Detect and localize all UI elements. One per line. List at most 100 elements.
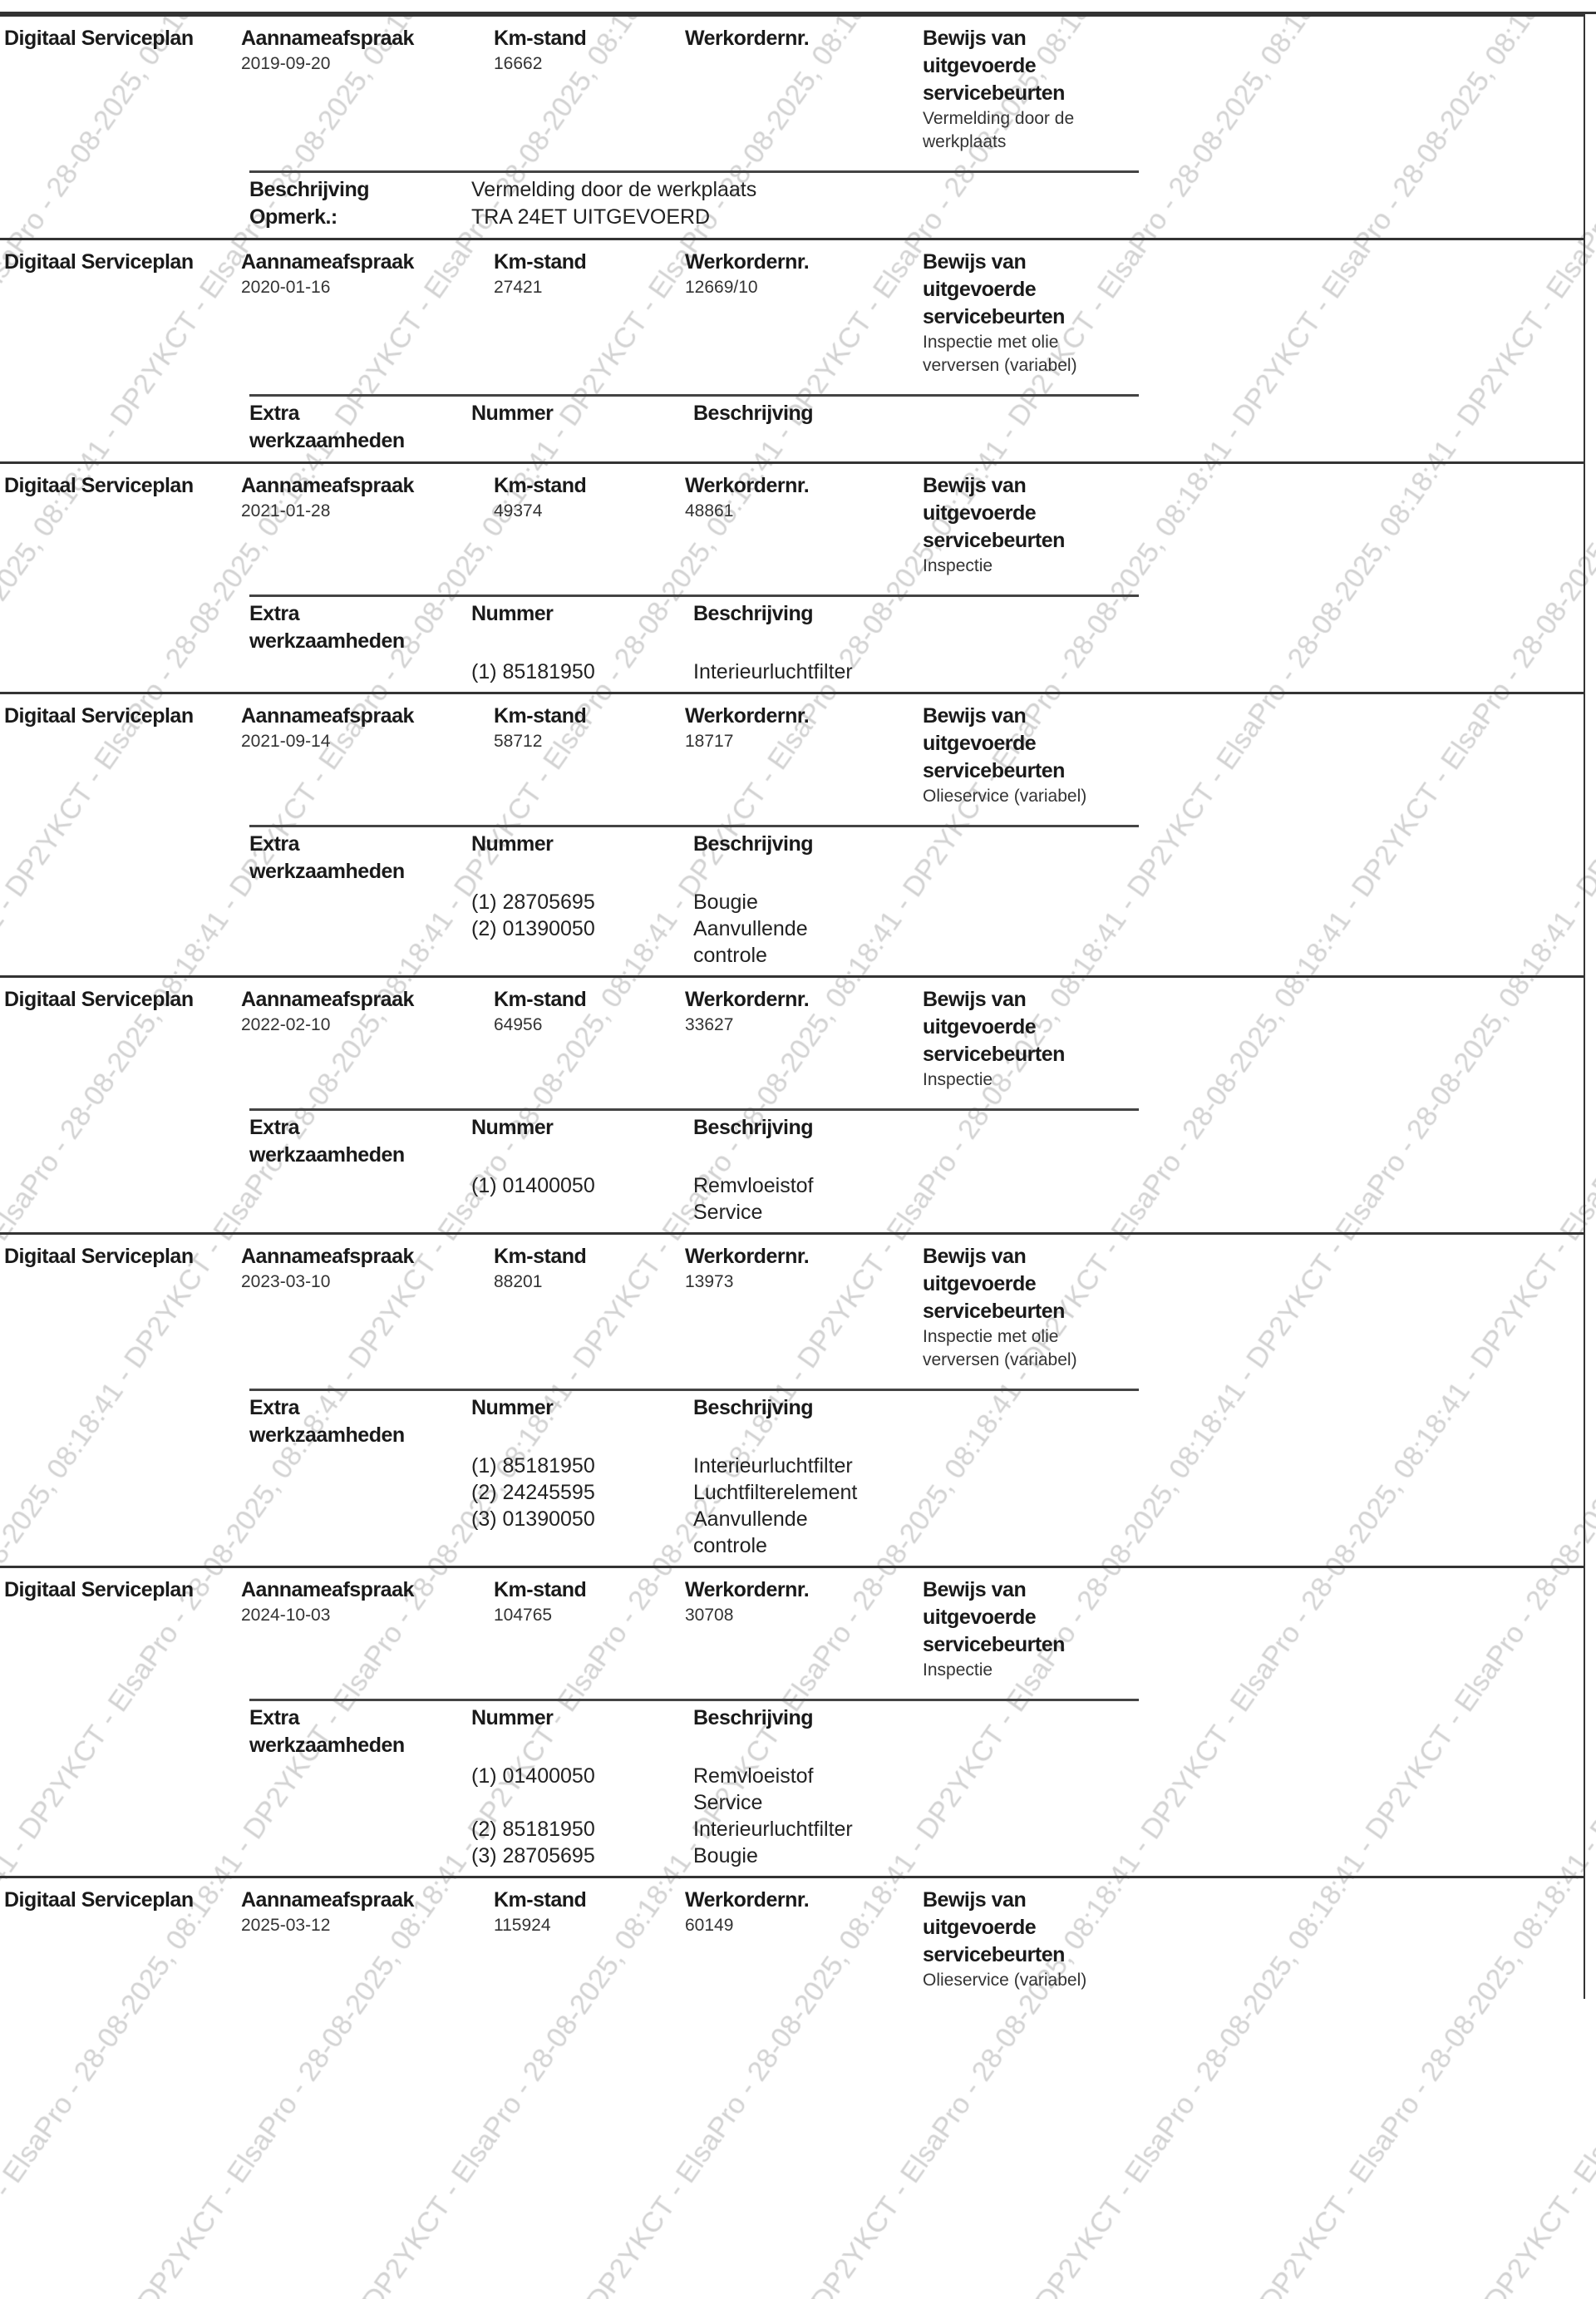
item-description-line: Bougie bbox=[693, 890, 758, 914]
km-column: Km-stand 88201 bbox=[494, 1243, 685, 1372]
extra-work-header: Extra werkzaamheden Nummer Beschrijving bbox=[249, 1394, 1139, 1449]
date-label: Aannameafspraak bbox=[241, 1888, 414, 1912]
plan-column: Digitaal Serviceplan bbox=[0, 472, 241, 578]
order-label: Werkordernr. bbox=[685, 704, 810, 728]
item-description-line: Remvloeistof bbox=[693, 1764, 814, 1788]
order-column: Werkordernr. 13973 bbox=[685, 1243, 923, 1372]
description-label: Beschrijving bbox=[693, 402, 814, 425]
proof-label: uitgevoerde bbox=[923, 278, 1037, 301]
extra-work-item: (2) 85181950 Interieurluchtfilter bbox=[249, 1816, 1139, 1843]
extra-label: werkzaamheden bbox=[249, 860, 405, 883]
plan-label: Digitaal Serviceplan bbox=[4, 250, 194, 274]
order-column: Werkordernr. 60149 bbox=[685, 1887, 923, 1992]
proof-column: Bewijs van uitgevoerde servicebeurten Inspe… bbox=[923, 472, 1197, 578]
spacer bbox=[249, 1763, 471, 1816]
date-label: Aannameafspraak bbox=[241, 250, 414, 274]
date-column: Aannameafspraak 2024-10-03 bbox=[241, 1576, 494, 1682]
service-record: Digitaal Serviceplan Aannameafspraak 2024-… bbox=[0, 1566, 1584, 1876]
proof-value: Inspectie met olie bbox=[923, 333, 1059, 352]
plan-column: Digitaal Serviceplan bbox=[0, 249, 241, 377]
plan-column: Digitaal Serviceplan bbox=[0, 25, 241, 154]
item-number: (1) 28705695 bbox=[471, 890, 595, 914]
item-description: Remvloeistof Service bbox=[693, 1172, 1026, 1226]
km-value: 115924 bbox=[494, 1916, 551, 1935]
extra-work-list: (1) 28705695 Bougie (2) 01390050 Aanvullend… bbox=[249, 889, 1139, 969]
item-description-line: Interieurluchtfilter bbox=[693, 660, 853, 683]
proof-label: servicebeurten bbox=[923, 1633, 1065, 1656]
proof-value: verversen (variabel) bbox=[923, 1350, 1077, 1369]
date-label: Aannameafspraak bbox=[241, 988, 414, 1011]
description-label: Beschrijving bbox=[693, 1116, 814, 1139]
item-description-line: Aanvullende bbox=[693, 917, 808, 940]
item-description-line: Interieurluchtfilter bbox=[693, 1454, 853, 1478]
item-description: Interieurluchtfilter bbox=[693, 1453, 1026, 1479]
km-column: Km-stand 16662 bbox=[494, 25, 685, 154]
spacer bbox=[249, 889, 471, 915]
extra-label: Extra bbox=[249, 1396, 300, 1419]
number-label: Nummer bbox=[471, 832, 554, 856]
service-record: Digitaal Serviceplan Aannameafspraak 2019-… bbox=[0, 14, 1584, 238]
proof-label: uitgevoerde bbox=[923, 501, 1037, 525]
plan-label: Digitaal Serviceplan bbox=[4, 704, 194, 728]
order-column: Werkordernr. 33627 bbox=[685, 986, 923, 1092]
order-column: Werkordernr. 18717 bbox=[685, 703, 923, 808]
plan-label: Digitaal Serviceplan bbox=[4, 474, 194, 497]
km-value: 104765 bbox=[494, 1606, 553, 1625]
description-row: Beschrijving Vermelding door de werkplaat… bbox=[249, 176, 1139, 204]
extra-label: Extra bbox=[249, 402, 300, 425]
spacer bbox=[249, 1453, 471, 1479]
item-description: Bougie bbox=[693, 889, 1026, 915]
km-label: Km-stand bbox=[494, 1578, 587, 1601]
number-label: Nummer bbox=[471, 1706, 554, 1729]
item-description-line: Bougie bbox=[693, 1844, 758, 1867]
record-header: Digitaal Serviceplan Aannameafspraak 2020-… bbox=[0, 249, 1584, 377]
proof-value: Inspectie bbox=[923, 556, 993, 575]
extra-label-cell: Extra werkzaamheden bbox=[249, 1114, 471, 1169]
proof-label: Bewijs van bbox=[923, 27, 1027, 50]
item-number: (1) 01400050 bbox=[471, 1174, 595, 1197]
item-description: Interieurluchtfilter bbox=[693, 1816, 1026, 1843]
km-label: Km-stand bbox=[494, 704, 587, 728]
extra-work-list: (1) 85181950 Interieurluchtfilter bbox=[249, 659, 1139, 685]
extra-work-section: Extra werkzaamheden Nummer Beschrijving bbox=[249, 394, 1139, 455]
extra-work-item: (3) 28705695 Bougie bbox=[249, 1843, 1139, 1869]
item-description-line: Luchtfilterelement bbox=[693, 1481, 858, 1504]
item-description-line: Aanvullende bbox=[693, 1507, 808, 1531]
number-label: Nummer bbox=[471, 602, 554, 625]
extra-work-item: (2) 01390050 Aanvullende controle bbox=[249, 915, 1139, 969]
spacer bbox=[249, 1172, 471, 1226]
remark-row: Opmerk.: TRA 24ET UITGEVOERD bbox=[249, 204, 1139, 231]
remarks-section: Beschrijving Vermelding door de werkplaat… bbox=[249, 170, 1139, 231]
proof-label: servicebeurten bbox=[923, 305, 1065, 328]
proof-label: Bewijs van bbox=[923, 1245, 1027, 1268]
km-column: Km-stand 27421 bbox=[494, 249, 685, 377]
item-number: (1) 01400050 bbox=[471, 1764, 595, 1788]
plan-label: Digitaal Serviceplan bbox=[4, 1888, 194, 1912]
proof-label: servicebeurten bbox=[923, 81, 1065, 105]
date-column: Aannameafspraak 2022-02-10 bbox=[241, 986, 494, 1092]
item-number: (2) 24245595 bbox=[471, 1481, 595, 1504]
date-column: Aannameafspraak 2019-09-20 bbox=[241, 25, 494, 154]
remark-label: Opmerk.: bbox=[249, 205, 337, 229]
extra-work-header: Extra werkzaamheden Nummer Beschrijving bbox=[249, 400, 1139, 455]
extra-work-item: (2) 24245595 Luchtfilterelement bbox=[249, 1479, 1139, 1506]
description-label: Beschrijving bbox=[693, 602, 814, 625]
extra-work-section: Extra werkzaamheden Nummer Beschrijving (1) … bbox=[249, 1699, 1139, 1869]
extra-work-header: Extra werkzaamheden Nummer Beschrijving bbox=[249, 1705, 1139, 1759]
proof-column: Bewijs van uitgevoerde servicebeurten Olies… bbox=[923, 703, 1197, 808]
extra-label-cell: Extra werkzaamheden bbox=[249, 600, 471, 655]
extra-label: werkzaamheden bbox=[249, 629, 405, 653]
remark-value: TRA 24ET UITGEVOERD bbox=[471, 205, 711, 229]
proof-label: uitgevoerde bbox=[923, 732, 1037, 755]
date-label: Aannameafspraak bbox=[241, 704, 414, 728]
item-number: (1) 85181950 bbox=[471, 1454, 595, 1478]
item-number: (3) 01390050 bbox=[471, 1507, 595, 1531]
item-number: (1) 85181950 bbox=[471, 660, 595, 683]
description-value: Vermelding door de werkplaats bbox=[471, 178, 757, 201]
record-header: Digitaal Serviceplan Aannameafspraak 2025-… bbox=[0, 1887, 1584, 1992]
km-value: 88201 bbox=[494, 1272, 543, 1291]
item-description: Remvloeistof Service bbox=[693, 1763, 1026, 1816]
extra-work-header: Extra werkzaamheden Nummer Beschrijving bbox=[249, 831, 1139, 886]
item-description: Interieurluchtfilter bbox=[693, 659, 1026, 685]
record-header: Digitaal Serviceplan Aannameafspraak 2019-… bbox=[0, 25, 1584, 154]
